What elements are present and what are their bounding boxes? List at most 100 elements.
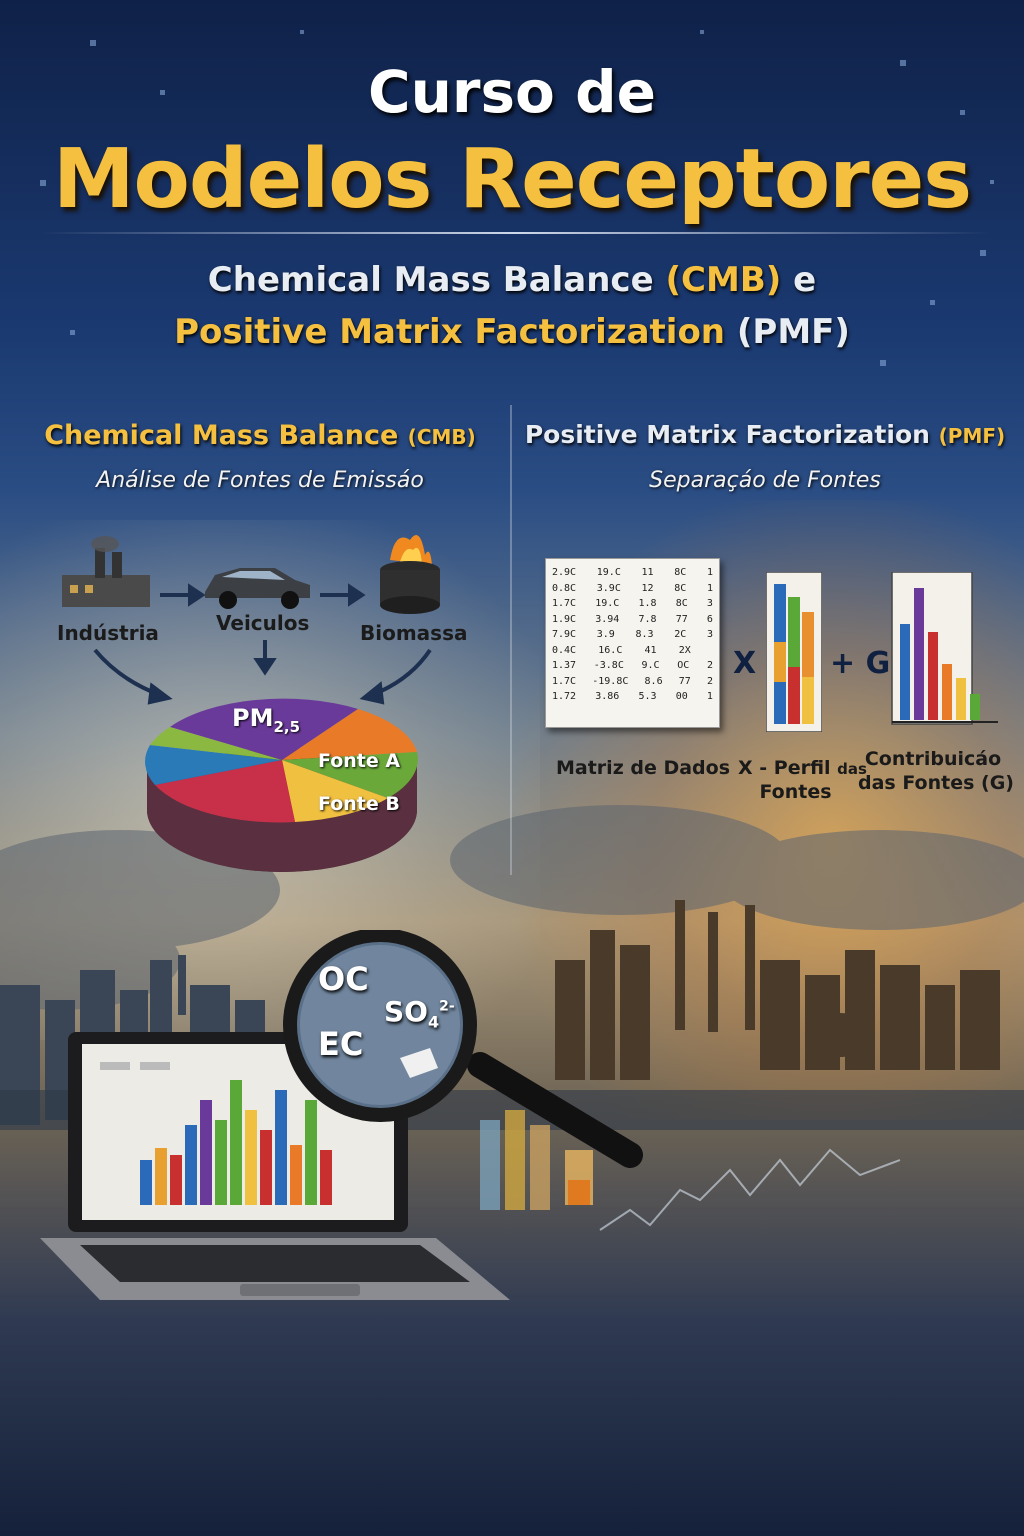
source-label-biomassa: Biomassa <box>360 621 468 645</box>
so4-subscript: 4 <box>427 1012 440 1032</box>
matrix-cell: 3.94 <box>595 613 620 625</box>
pmf-heading: Positive Matrix Factorization (PMF) <box>515 420 1015 449</box>
matrix-cell: 2X <box>678 644 691 656</box>
car-icon <box>205 568 310 609</box>
lab-sample-jars <box>480 1110 593 1210</box>
caption-contrib-line2: das Fontes (G) <box>858 771 1014 794</box>
matrix-cell: 1.72 <box>552 691 577 702</box>
matrix-row: 2.9C 19.C 11 8C 1 <box>552 567 713 583</box>
matrix-cell: 2 <box>706 660 713 671</box>
subtitle-cmb-full: Chemical Mass Balance <box>207 260 654 300</box>
matrix-row: 1.72 3.86 5.3 00 1 <box>552 691 713 707</box>
matrix-cell: 7.8 <box>638 613 657 625</box>
title-line2: Modelos Receptores <box>52 132 972 227</box>
so4-superscript: 2- <box>439 998 455 1015</box>
pie-slice-orange <box>282 709 417 760</box>
matrix-cell: 41 <box>644 644 657 656</box>
magnifier-oc: OC <box>318 960 369 998</box>
contrib-bar-4 <box>942 664 952 720</box>
caption-profile-line2: Fontes <box>759 780 832 803</box>
profile-stack-2b <box>788 667 800 724</box>
caption-profile-main: X - Perfil <box>738 757 831 779</box>
matrix-cell: 3.9C <box>596 582 621 594</box>
biomass-fire-icon <box>380 535 440 614</box>
matrix-cell: 8.3 <box>635 629 654 640</box>
operator-plus-g: + G <box>830 646 891 681</box>
profile-stack-3b <box>802 677 814 724</box>
matrix-cell: 6 <box>706 613 713 625</box>
pie-slice-purple <box>170 698 358 760</box>
profile-stack-1b <box>774 642 786 682</box>
title-line1: Curso de <box>368 58 656 126</box>
subtitle-line1: Chemical Mass Balance (CMB) e <box>0 260 1024 300</box>
cmb-diagram <box>62 535 440 872</box>
pie-slice-red <box>155 760 295 823</box>
matrix-cell: OC <box>677 660 690 671</box>
pie-label-fonte-a: Fonte A <box>318 750 401 772</box>
pie-center-label: PM2,5 <box>232 704 300 736</box>
magnifier-so4: SO42- <box>384 995 455 1032</box>
pm25-pie-chart <box>145 698 418 872</box>
subtitle-line2: Positive Matrix Factorization (PMF) <box>0 312 1024 352</box>
city-skyline-right <box>555 900 1000 1080</box>
matrix-cell: -19.8C <box>592 675 629 687</box>
data-matrix: 2.9C 19.C 11 8C 1 0.8C 3.9C 12 8C 1 1.7C 19.C 1.8 8C 3… <box>545 558 720 728</box>
matrix-cell: 19.C <box>596 567 621 578</box>
matrix-cell: 11 <box>641 567 654 578</box>
smoke-clouds <box>0 805 1024 1010</box>
caption-matrix: Matriz de Dados <box>556 757 731 779</box>
matrix-cell: 3 <box>706 629 713 640</box>
pmf-heading-text: Positive Matrix Factorization <box>524 420 930 449</box>
faint-line-chart <box>599 1148 901 1231</box>
matrix-cell: 3 <box>706 598 713 609</box>
magnifying-glass-icon <box>283 930 643 1168</box>
cmb-heading-abbr: (CMB) <box>407 425 476 449</box>
matrix-cell: 0.8C <box>552 582 577 594</box>
matrix-cell: 2 <box>706 675 713 687</box>
matrix-row: 0.4C 16.C 41 2X <box>552 645 713 661</box>
contrib-bar-2 <box>914 588 924 720</box>
matrix-cell: 12 <box>641 582 654 594</box>
matrix-row: 7.9C 3.9 8.3 2C 3 <box>552 629 713 645</box>
cmb-heading-text: Chemical Mass Balance <box>44 420 399 451</box>
pmf-heading-abbr: (PMF) <box>938 424 1006 448</box>
caption-profile-small: das <box>837 760 867 778</box>
pmf-subheading: Separaçáo de Fontes <box>649 468 881 493</box>
operator-x: X <box>733 646 757 681</box>
matrix-cell: 77 <box>678 675 691 687</box>
source-label-veiculos: Veiculos <box>216 611 310 635</box>
matrix-cell: 3.86 <box>595 691 620 702</box>
matrix-cell: 8.6 <box>644 675 663 687</box>
subtitle-pmf-full: Positive Matrix Factorization <box>174 312 726 352</box>
pie-slice-yellow <box>282 760 388 822</box>
source-label-industria: Indústria <box>57 621 159 645</box>
pie-label-fonte-b: Fonte B <box>318 793 400 815</box>
matrix-cell: 1.37 <box>552 660 577 671</box>
pie-slice-lightgreen <box>150 727 282 760</box>
matrix-row: 0.8C 3.9C 12 8C 1 <box>552 583 713 599</box>
matrix-cell: 1 <box>706 582 713 594</box>
matrix-cell: 1 <box>706 691 713 702</box>
matrix-cell: 1.8 <box>638 598 657 609</box>
matrix-row: 1.37 -3.8C 9.C OC 2 <box>552 660 713 676</box>
matrix-cell: 1.7C <box>552 675 577 687</box>
matrix-cell: 1.7C <box>552 598 577 609</box>
cmb-subheading: Análise de Fontes de Emissáo <box>96 468 424 493</box>
contrib-bar-1 <box>900 624 910 720</box>
caption-profile: X - Perfil das Fontes <box>738 757 867 805</box>
contribution-bar-chart <box>891 572 998 725</box>
matrix-cell: 00 <box>675 691 688 702</box>
matrix-cell: 0.4C <box>552 644 577 656</box>
pie-slice-green <box>282 752 418 798</box>
matrix-cell: 9.C <box>641 660 660 671</box>
subtitle-pmf-abbr: (PMF) <box>736 312 850 352</box>
matrix-cell: 16.C <box>598 644 623 656</box>
pm-text: PM <box>232 704 274 732</box>
matrix-cell: 19.C <box>595 598 620 609</box>
matrix-cell: 5.3 <box>638 691 657 702</box>
profile-bar-chart <box>766 572 822 732</box>
so4-text: SO <box>384 995 428 1028</box>
contrib-bar-5 <box>956 678 966 720</box>
matrix-cell: 2C <box>674 629 687 640</box>
